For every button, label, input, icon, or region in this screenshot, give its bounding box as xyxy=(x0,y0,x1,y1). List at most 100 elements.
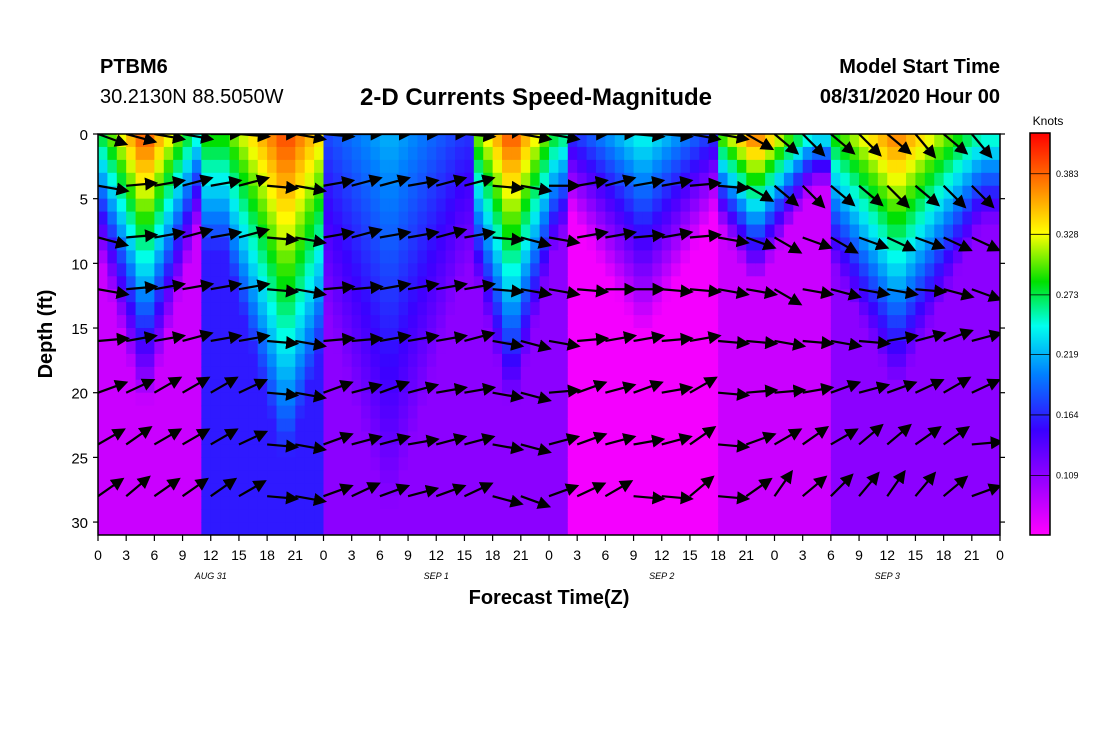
heatmap-cell xyxy=(868,250,879,264)
heatmap-cell xyxy=(163,418,174,433)
heatmap-cell xyxy=(868,496,879,510)
heatmap-cell xyxy=(605,483,616,497)
heatmap-cell xyxy=(868,172,879,187)
heatmap-cell xyxy=(295,509,306,523)
x-tick-label: 18 xyxy=(259,547,275,563)
heatmap-cell xyxy=(793,263,804,277)
heatmap-cell xyxy=(173,328,184,342)
heatmap-cell xyxy=(520,457,531,471)
x-tick-label: 3 xyxy=(573,547,581,563)
heatmap-cell xyxy=(511,263,522,277)
heatmap-cell xyxy=(238,392,249,407)
heatmap-cell xyxy=(924,509,935,523)
heatmap-cell xyxy=(821,276,832,290)
heatmap-cell xyxy=(783,263,794,277)
heatmap-cell xyxy=(229,353,240,368)
heatmap-cell xyxy=(173,340,184,355)
heatmap-cell xyxy=(577,302,588,316)
heatmap-cell xyxy=(201,263,212,277)
heatmap-cell xyxy=(793,457,804,471)
heatmap-cell xyxy=(304,134,315,148)
heatmap-cell xyxy=(877,250,888,264)
model-start-value: 08/31/2020 Hour 00 xyxy=(819,86,1000,108)
heatmap-cell xyxy=(539,431,550,446)
heatmap-cell xyxy=(689,211,700,226)
heatmap-cell xyxy=(342,211,353,226)
heatmap-cell xyxy=(464,211,475,226)
heatmap-cell xyxy=(436,405,447,420)
heatmap-cell xyxy=(802,366,813,381)
heatmap-cell xyxy=(379,392,390,407)
heatmap-cell xyxy=(990,522,1000,535)
heatmap-cell xyxy=(370,366,381,381)
current-vector-arrow xyxy=(267,284,300,298)
heatmap-cell xyxy=(558,211,569,226)
heatmap-cell xyxy=(652,198,663,213)
heatmap-cell xyxy=(295,315,306,329)
heatmap-cell xyxy=(520,250,531,264)
heatmap-cell xyxy=(633,237,644,252)
heatmap-cell xyxy=(614,315,625,329)
heatmap-cell xyxy=(830,237,841,252)
heatmap-cell xyxy=(558,522,569,535)
heatmap-cell xyxy=(736,431,747,446)
heatmap-cell xyxy=(304,159,315,174)
y-tick-label: 10 xyxy=(71,256,88,273)
heatmap-cell xyxy=(793,522,804,535)
heatmap-cell xyxy=(107,302,118,316)
heatmap-cell xyxy=(642,366,653,381)
heatmap-cell xyxy=(445,496,456,510)
heatmap-cell xyxy=(605,418,616,433)
heatmap-cell xyxy=(248,444,259,458)
heatmap-cell xyxy=(511,418,522,433)
heatmap-cell xyxy=(567,211,578,226)
heatmap-cell xyxy=(295,470,306,484)
heatmap-cell xyxy=(520,431,531,446)
heatmap-cell xyxy=(661,496,672,510)
heatmap-cell xyxy=(849,198,860,213)
heatmap-cell xyxy=(530,328,541,342)
heatmap-cell xyxy=(943,328,954,342)
heatmap-cell xyxy=(332,159,343,174)
heatmap-cell xyxy=(173,496,184,510)
x-tick-label: 9 xyxy=(855,547,863,563)
heatmap-cell xyxy=(567,328,578,342)
heatmap-cell xyxy=(943,470,954,484)
current-vector-arrow xyxy=(745,236,777,251)
heatmap-cell xyxy=(990,224,1000,239)
current-vector-arrow xyxy=(858,236,890,251)
heatmap-cell xyxy=(229,522,240,535)
heatmap-cell xyxy=(116,211,127,226)
heatmap-cell xyxy=(473,457,484,471)
heatmap-cell xyxy=(370,237,381,252)
heatmap-cell xyxy=(295,353,306,368)
heatmap-cell xyxy=(126,340,137,355)
current-vector-arrow xyxy=(801,475,828,498)
heatmap-cell xyxy=(981,444,992,458)
heatmap-cell xyxy=(445,405,456,420)
current-vector-arrow xyxy=(154,175,187,189)
heatmap-cell xyxy=(934,211,945,226)
heatmap-cell xyxy=(492,353,503,368)
heatmap-cell xyxy=(586,470,597,484)
heatmap-cell xyxy=(549,289,559,303)
heatmap-cell xyxy=(126,444,137,458)
heatmap-cell xyxy=(614,509,625,523)
heatmap-cell xyxy=(191,263,202,277)
heatmap-cell xyxy=(267,418,278,433)
current-vector-arrow xyxy=(154,279,187,293)
heatmap-cell xyxy=(915,431,926,446)
heatmap-cell xyxy=(473,431,484,446)
heatmap-cell xyxy=(689,289,700,303)
heatmap-cell xyxy=(229,237,240,252)
current-vector-arrow xyxy=(492,389,525,403)
heatmap-cell xyxy=(915,289,926,303)
heatmap-cell xyxy=(990,470,1000,484)
heatmap-cell xyxy=(229,392,240,407)
heatmap-cell xyxy=(821,392,832,407)
current-vector-arrow xyxy=(605,331,638,345)
current-vector-arrow xyxy=(999,444,1000,446)
heatmap-cell xyxy=(736,366,747,381)
heatmap-cell xyxy=(821,302,832,316)
heatmap-cell xyxy=(220,366,231,381)
